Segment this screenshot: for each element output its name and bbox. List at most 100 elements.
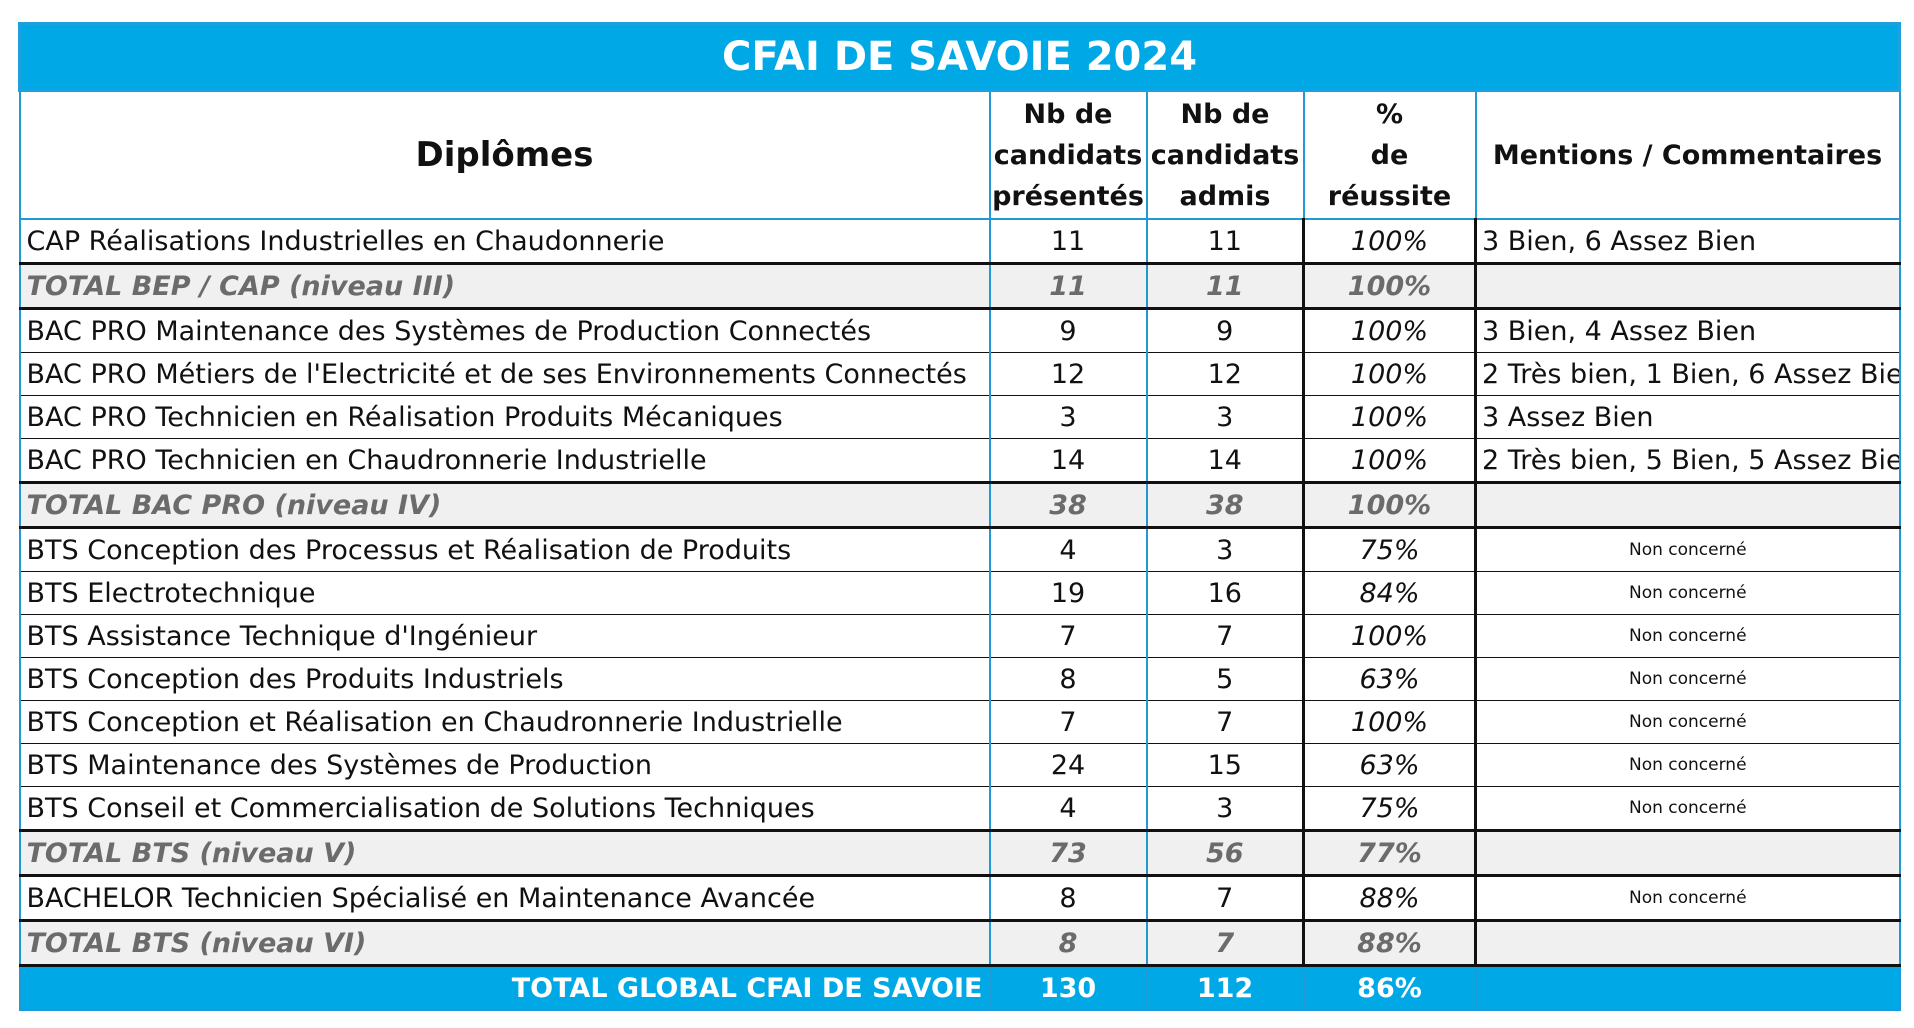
total-label: TOTAL BTS (niveau VI) [18,919,991,967]
total-admitted: 38 [1145,481,1305,529]
success-rate: 75% [1302,527,1477,572]
candidates-presented: 8 [988,875,1148,921]
candidates-admitted: 7 [1145,700,1305,744]
results-table: CFAI DE SAVOIE 2024 Diplômes Nb de candi… [17,22,1902,1011]
mentions-comment: 3 Bien, 4 Assez Bien [1474,308,1901,353]
mentions-comment [1474,262,1901,310]
mentions-comment: Non concerné [1474,657,1901,701]
success-rate: 100% [1302,219,1477,264]
success-rate: 88% [1302,875,1477,921]
table-row: BACHELOR Technicien Spécialisé en Mainte… [18,875,1901,921]
success-rate: 100% [1302,700,1477,744]
table-row: BAC PRO Métiers de l'Electricité et de s… [18,352,1901,396]
header-presentes: Nb de candidats présentés [988,90,1148,220]
header-reussite-line1: % [1375,98,1404,130]
table-row: BAC PRO Technicien en Chaudronnerie Indu… [18,438,1901,483]
candidates-admitted: 12 [1145,352,1305,396]
header-mentions: Mentions / Commentaires [1474,90,1901,220]
table-row: CAP Réalisations Industrielles en Chaudo… [18,219,1901,264]
candidates-admitted: 3 [1145,786,1305,831]
header-presentes-line2: candidats [993,139,1143,171]
candidates-admitted: 5 [1145,657,1305,701]
candidates-presented: 3 [988,395,1148,439]
success-rate: 100% [1302,395,1477,439]
total-presented: 38 [988,481,1148,529]
table-body: CAP Réalisations Industrielles en Chaudo… [18,219,1901,1011]
diploma-name: BTS Electrotechnique [18,571,991,615]
success-rate: 84% [1302,571,1477,615]
diploma-name: BTS Conception et Réalisation en Chaudro… [18,700,991,744]
success-rate: 100% [1302,308,1477,353]
total-success-rate: 100% [1302,262,1477,310]
header-presentes-line3: présentés [992,180,1144,212]
header-presentes-line1: Nb de [1023,98,1113,130]
diploma-name: BTS Assistance Technique d'Ingénieur [18,614,991,658]
total-row: TOTAL BAC PRO (niveau IV) 38 38 100% [18,481,1901,529]
grand-total-success-rate: 86% [1302,964,1477,1011]
table-row: BTS Assistance Technique d'Ingénieur 7 7… [18,614,1901,658]
table-row: BTS Conception des Processus et Réalisat… [18,527,1901,572]
header-reussite: % de réussite [1302,90,1477,220]
header-reussite-line2: de réussite [1327,139,1452,212]
candidates-admitted: 11 [1145,219,1305,264]
table-row: BTS Maintenance des Systèmes de Producti… [18,743,1901,787]
candidates-presented: 12 [988,352,1148,396]
candidates-presented: 14 [988,438,1148,483]
table-row: BTS Electrotechnique 19 16 84% Non conce… [18,571,1901,615]
success-rate: 63% [1302,657,1477,701]
total-success-rate: 88% [1302,919,1477,967]
total-admitted: 56 [1145,829,1305,877]
grand-total-presented: 130 [988,964,1148,1011]
diploma-name: CAP Réalisations Industrielles en Chaudo… [18,219,991,264]
success-rate: 75% [1302,786,1477,831]
candidates-presented: 8 [988,657,1148,701]
mentions-comment [1474,829,1901,877]
candidates-admitted: 15 [1145,743,1305,787]
candidates-admitted: 14 [1145,438,1305,483]
diploma-name: BTS Conception des Processus et Réalisat… [18,527,991,572]
total-label: TOTAL BEP / CAP (niveau III) [18,262,991,310]
results-table-container: CFAI DE SAVOIE 2024 Diplômes Nb de candi… [17,22,1902,1011]
table-title: CFAI DE SAVOIE 2024 [17,22,1902,92]
mentions-comment [1474,919,1901,967]
diploma-name: BTS Conception des Produits Industriels [18,657,991,701]
success-rate: 100% [1302,352,1477,396]
success-rate: 100% [1302,438,1477,483]
mentions-comment: Non concerné [1474,743,1901,787]
success-rate: 63% [1302,743,1477,787]
candidates-presented: 7 [988,700,1148,744]
mentions-comment: 3 Assez Bien [1474,395,1901,439]
candidates-admitted: 3 [1145,527,1305,572]
mentions-comment [1474,481,1901,529]
total-row: TOTAL BEP / CAP (niveau III) 11 11 100% [18,262,1901,310]
mentions-comment: 3 Bien, 6 Assez Bien [1474,219,1901,264]
mentions-comment: Non concerné [1474,700,1901,744]
table-row: BTS Conception des Produits Industriels … [18,657,1901,701]
total-success-rate: 77% [1302,829,1477,877]
diploma-name: BAC PRO Technicien en Réalisation Produi… [18,395,991,439]
total-label: TOTAL BAC PRO (niveau IV) [18,481,991,529]
mentions-comment: 2 Très bien, 1 Bien, 6 Assez Bien [1474,352,1901,396]
total-label: TOTAL BTS (niveau V) [18,829,991,877]
diploma-name: BTS Maintenance des Systèmes de Producti… [18,743,991,787]
total-row: TOTAL BTS (niveau VI) 8 7 88% [18,919,1901,967]
candidates-admitted: 3 [1145,395,1305,439]
header-admis-line3: admis [1179,180,1271,212]
total-presented: 11 [988,262,1148,310]
header-admis-line1: Nb de [1180,98,1270,130]
mentions-comment: Non concerné [1474,571,1901,615]
diploma-name: BACHELOR Technicien Spécialisé en Mainte… [18,875,991,921]
candidates-admitted: 16 [1145,571,1305,615]
diploma-name: BTS Conseil et Commercialisation de Solu… [18,786,991,831]
candidates-presented: 11 [988,219,1148,264]
mentions-comment: Non concerné [1474,614,1901,658]
table-row: BTS Conception et Réalisation en Chaudro… [18,700,1901,744]
candidates-admitted: 7 [1145,875,1305,921]
grand-total-row: TOTAL GLOBAL CFAI DE SAVOIE 130 112 86% [18,964,1901,1011]
diploma-name: BAC PRO Technicien en Chaudronnerie Indu… [18,438,991,483]
candidates-presented: 7 [988,614,1148,658]
grand-total-admitted: 112 [1145,964,1305,1011]
total-admitted: 7 [1145,919,1305,967]
success-rate: 100% [1302,614,1477,658]
candidates-admitted: 9 [1145,308,1305,353]
